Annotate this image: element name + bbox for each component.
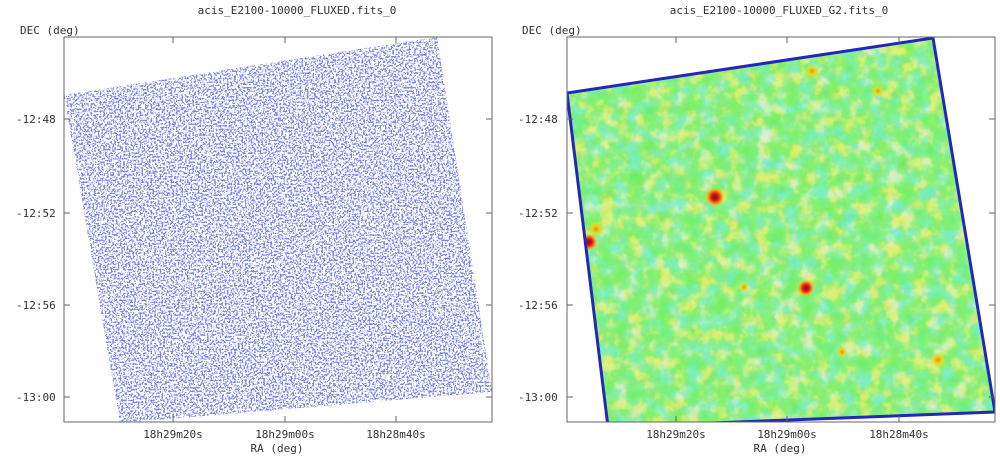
right-ylabel: DEC (deg) — [522, 24, 582, 37]
left-xtick-label: 18h28m40s — [366, 428, 426, 441]
right-image[interactable] — [560, 30, 1000, 430]
left-panel: acis_E2100-10000_FLUXED.fits_0 DEC (deg)… — [16, 4, 493, 455]
right-ytick-label: -13:00 — [518, 391, 558, 404]
right-xticks: 18h29m20s 18h29m00s 18h28m40s — [646, 37, 929, 441]
left-panel-title: acis_E2100-10000_FLUXED.fits_0 — [198, 4, 397, 17]
source-blob — [705, 187, 725, 207]
footprint-edge — [567, 37, 995, 422]
left-ylabel: DEC (deg) — [20, 24, 80, 37]
right-yticks: -12:48 -12:52 -12:56 -13:00 — [518, 113, 995, 404]
left-plot-frame — [63, 36, 493, 423]
source-blob — [588, 221, 604, 237]
left-xtick-label: 18h29m20s — [143, 428, 203, 441]
right-ytick-label: -12:48 — [518, 113, 558, 126]
right-panel: acis_E2100-10000_FLUXED_G2.fits_0 DEC (d… — [518, 4, 1000, 455]
right-xtick-label: 18h29m20s — [646, 428, 706, 441]
right-ytick-label: -12:56 — [518, 299, 558, 312]
right-xlabel: RA (deg) — [754, 442, 807, 455]
source-blob — [797, 279, 815, 297]
left-ytick-label: -12:52 — [16, 207, 56, 220]
right-xtick-label: 18h28m40s — [869, 428, 929, 441]
left-yticks: -12:48 -12:52 -12:56 -13:00 — [16, 113, 492, 404]
source-blob — [872, 85, 884, 97]
left-xtick-label: 18h29m00s — [255, 428, 315, 441]
right-plot-frame — [566, 36, 996, 423]
right-panel-title: acis_E2100-10000_FLUXED_G2.fits_0 — [670, 4, 889, 17]
left-ytick-label: -12:56 — [16, 299, 56, 312]
right-ytick-label: -12:52 — [518, 207, 558, 220]
left-ytick-label: -12:48 — [16, 113, 56, 126]
left-image[interactable] — [64, 37, 492, 423]
source-blob — [836, 346, 848, 358]
left-xlabel: RA (deg) — [251, 442, 304, 455]
left-xticks: 18h29m20s 18h29m00s 18h28m40s — [143, 37, 426, 441]
right-xtick-label: 18h29m00s — [757, 428, 817, 441]
source-blob — [739, 282, 749, 292]
left-ytick-label: -13:00 — [16, 391, 56, 404]
source-blob — [805, 64, 819, 78]
source-blob — [930, 352, 946, 368]
